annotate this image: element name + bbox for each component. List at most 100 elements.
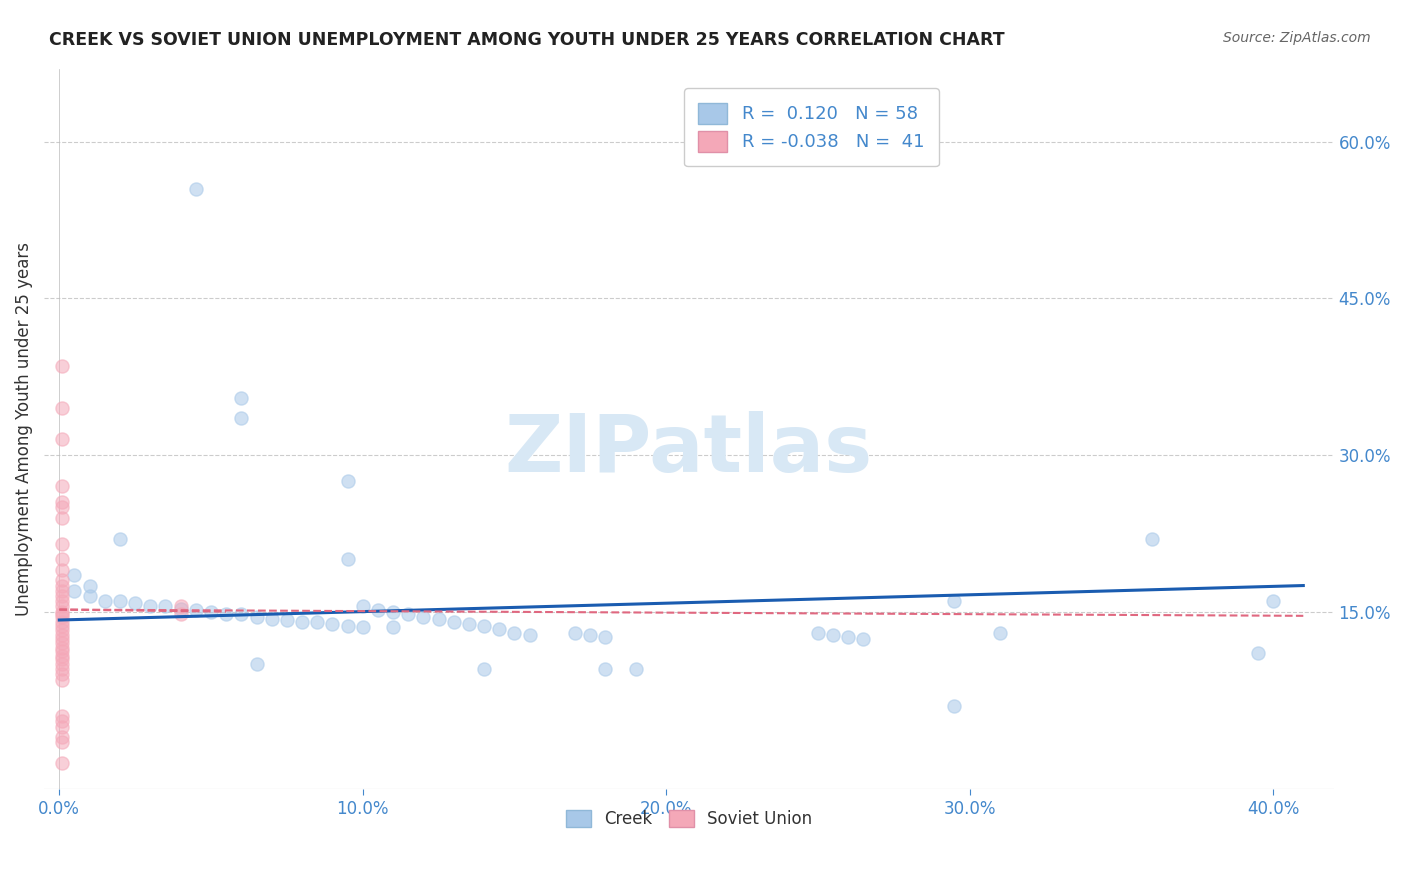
Point (382, 620, 405, 634)
Point (988, 625, 1011, 640)
Point (321, 617, 343, 632)
Text: ZIPatlas: ZIPatlas (505, 411, 873, 490)
Point (51, 583, 73, 598)
Point (51, 574, 73, 588)
Point (595, 630, 617, 644)
Point (169, 607, 191, 621)
Point (336, 552, 359, 566)
Point (200, 605, 222, 619)
Point (307, 615, 329, 629)
Point (51, 720, 73, 734)
Point (943, 698, 966, 713)
Point (184, 602, 207, 616)
Point (503, 625, 526, 640)
Point (245, 610, 267, 624)
Point (51, 552, 73, 566)
Point (595, 662, 617, 676)
Point (51, 594, 73, 608)
Point (336, 619, 359, 633)
Point (260, 612, 283, 626)
Point (231, 411, 253, 425)
Point (382, 605, 405, 619)
Point (51, 578, 73, 592)
Point (79, 578, 101, 592)
Point (352, 620, 374, 634)
Point (51, 667, 73, 681)
Point (51, 651, 73, 665)
Point (51, 657, 73, 671)
Point (51, 500, 73, 515)
Point (245, 657, 267, 671)
Point (51, 636, 73, 650)
Point (108, 594, 131, 608)
Point (94, 594, 117, 608)
Point (51, 589, 73, 603)
Point (457, 617, 479, 632)
Point (51, 632, 73, 646)
Point (51, 610, 73, 624)
Point (184, 181, 207, 195)
Point (124, 596, 146, 610)
Point (396, 607, 419, 621)
Point (169, 599, 191, 614)
Point (51, 648, 73, 663)
Point (51, 599, 73, 614)
Point (943, 594, 966, 608)
Point (852, 632, 875, 646)
Point (412, 610, 434, 624)
Point (51, 714, 73, 729)
Point (472, 662, 495, 676)
Point (51, 756, 73, 771)
Point (51, 510, 73, 524)
Point (51, 359, 73, 374)
Point (51, 735, 73, 749)
Point (51, 641, 73, 656)
Point (821, 627, 844, 641)
Point (51, 495, 73, 509)
Point (51, 662, 73, 676)
Y-axis label: Unemployment Among Youth under 25 years: Unemployment Among Youth under 25 years (15, 242, 32, 615)
Point (51, 607, 73, 621)
Point (51, 644, 73, 658)
Point (51, 619, 73, 633)
Point (837, 630, 859, 644)
Point (231, 391, 253, 405)
Point (51, 433, 73, 447)
Text: Source: ZipAtlas.com: Source: ZipAtlas.com (1223, 31, 1371, 45)
Point (472, 619, 495, 633)
Point (352, 599, 374, 614)
Point (169, 601, 191, 615)
Point (155, 599, 177, 614)
Point (108, 532, 131, 546)
Point (51, 673, 73, 687)
Point (579, 627, 602, 641)
Point (51, 605, 73, 619)
Point (1140, 532, 1163, 546)
Point (564, 625, 586, 640)
Point (51, 537, 73, 551)
Point (139, 599, 162, 614)
Point (488, 623, 510, 637)
Point (291, 615, 314, 629)
Point (231, 607, 253, 621)
Point (624, 662, 647, 676)
Text: CREEK VS SOVIET UNION UNEMPLOYMENT AMONG YOUTH UNDER 25 YEARS CORRELATION CHART: CREEK VS SOVIET UNION UNEMPLOYMENT AMONG… (49, 31, 1005, 49)
Point (63, 568, 86, 582)
Point (79, 589, 101, 603)
Point (336, 474, 359, 488)
Point (51, 730, 73, 744)
Point (51, 479, 73, 493)
Point (276, 613, 298, 627)
Point (427, 612, 450, 626)
Point (51, 709, 73, 723)
Point (63, 583, 86, 598)
Point (51, 563, 73, 577)
Point (1261, 594, 1284, 608)
Point (51, 627, 73, 641)
Point (807, 625, 830, 640)
Point (1247, 647, 1270, 661)
Point (51, 615, 73, 629)
Point (51, 624, 73, 638)
Point (519, 627, 541, 641)
Point (215, 607, 238, 621)
